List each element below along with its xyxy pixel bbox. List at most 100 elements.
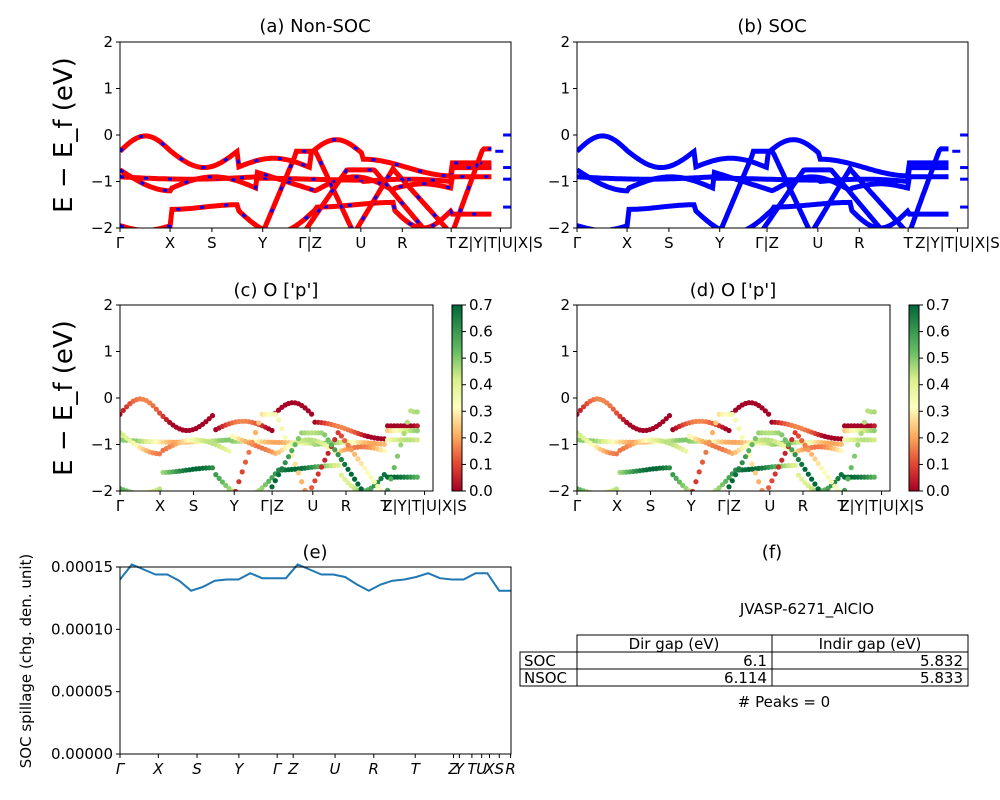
projection-point [131,498,136,503]
projection-point [815,460,821,467]
projection-point [276,417,282,423]
panel-a-y-tick-label: 0 [103,126,113,144]
projection-point [210,502,215,507]
panel-a-y-tick-label: 1 [103,80,113,98]
panel-e-x-tick-label: X [152,760,164,778]
projection-point [657,498,662,503]
colorbar-tick-label: 0.7 [926,296,950,314]
projection-point [246,449,252,455]
projection-point [200,498,205,503]
projection-point [614,410,620,416]
projection-point [789,447,795,453]
projection-point [180,502,185,507]
projection-point [584,498,589,503]
projection-point [391,465,397,471]
panel-a-x-tick-label: S [207,234,217,252]
projection-point [845,476,851,482]
projection-point [338,472,344,478]
projection-point [285,443,292,449]
panel-d-title: (d) O ['p'] [690,280,776,301]
projection-point [782,450,788,456]
projection-point [795,456,802,463]
projection-point [871,437,877,443]
projection-point [726,427,732,434]
colorbar-tick-label: 0.0 [926,482,950,500]
panel-e-x-tick-label: Γ [273,760,283,778]
projection-point [766,485,772,491]
band-line-spin-down [120,200,492,228]
projection-point [581,498,586,503]
projection-point [209,413,216,419]
panel-a-x-tick-label: U [355,234,366,252]
panel-b-xticks: Γ X S Y Γ|Z U R T Z|Y|T|U|X|S [573,228,1000,252]
panel-a-y-tick-label: −2 [91,219,113,237]
projection-point [584,489,590,491]
projection-point [127,489,133,491]
panel-e-x-tick-label: S [495,760,505,778]
panel-a: (a) Non-SOC −2 −1 0 1 2 Γ X S Y Γ|Z U R T Z|Y|T|U|X|… [49,16,543,252]
projection-point [134,502,139,507]
projection-point [243,493,248,498]
projection-point [141,502,146,507]
projection-point [338,456,344,463]
panel-d-x-tick-label: X [612,497,622,515]
panel-c-ylabel: E − E_f (eV) [49,320,79,476]
panel-e-x-tick-label: T [467,760,478,778]
projection-point [775,464,782,470]
projection-point [736,426,742,432]
projection-point [591,498,596,503]
projection-point [243,502,248,507]
projection-point [624,502,629,507]
panel-d-y-tick-label: 0 [560,389,570,407]
colorbar-tick-label: 0.5 [469,349,493,367]
projection-point [581,502,586,507]
projection-point [792,430,798,436]
projection-point [785,442,792,448]
table-header-indir-gap: Indir gap (eV) [819,635,922,653]
projection-point [137,502,142,507]
projection-point [180,498,185,503]
projection-point [871,409,877,415]
panel-c-x-tick-label: Y [229,497,240,515]
projection-point [200,502,205,507]
projection-point [829,500,834,505]
projection-point [851,453,858,459]
projection-point [660,498,665,503]
projection-point [805,447,811,453]
projection-point [220,502,225,507]
panel-b-x-tick-label: Y [714,234,725,252]
panel-e-x-tick-label: T [411,760,422,778]
projection-point [345,480,351,486]
projection-point [871,423,877,429]
panel-f: (f) JVASP-6271_AlClO Dir gap (eV) Indir … [519,542,969,711]
projection-point [378,488,384,491]
projection-point [249,439,255,445]
projection-point [660,419,666,425]
projection-point [855,442,861,448]
panel-e-y-tick-label: 0.00015 [51,558,113,576]
projection-point [809,451,815,457]
projection-point [365,470,371,476]
projection-point [325,450,331,456]
projection-point [332,447,338,453]
projection-point [729,411,735,417]
panel-b-bands [577,133,968,228]
projection-point [203,502,208,507]
projection-point [282,460,288,466]
projection-point [269,427,275,434]
projection-point [610,406,616,412]
panel-e-x-tick-label: X [483,760,495,778]
projection-point [789,437,795,443]
projection-point [328,442,334,448]
projection-point [269,484,275,490]
projection-point [726,475,732,481]
panel-c-points [120,396,420,507]
projection-point [414,428,420,434]
panel-d-y-tick-label: 2 [560,296,570,314]
projection-point [670,502,675,507]
projection-point [342,476,348,482]
panel-e-x-tick-label: Y [234,760,245,778]
projection-point [591,502,596,507]
projection-point [799,476,805,482]
panel-b-y-tick-label: 1 [560,80,570,98]
